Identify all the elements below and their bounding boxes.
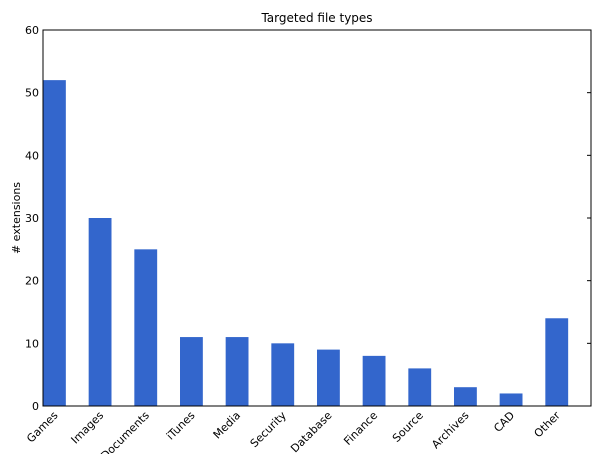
bar <box>88 218 112 406</box>
bar <box>499 393 523 406</box>
bar <box>43 80 66 406</box>
y-tick-label: 20 <box>25 275 39 288</box>
bar <box>545 318 569 406</box>
y-tick-label: 10 <box>25 337 39 350</box>
y-tick-label: 60 <box>25 24 39 37</box>
bar <box>408 368 432 406</box>
y-tick-label: 40 <box>25 149 39 162</box>
bar <box>454 387 477 406</box>
y-tick-label: 0 <box>32 400 39 413</box>
bar <box>180 337 203 406</box>
y-tick-label: 50 <box>25 87 39 100</box>
bar <box>271 343 295 406</box>
plot-frame <box>42 29 592 407</box>
bar <box>134 249 158 406</box>
bar <box>362 355 386 406</box>
bar <box>317 349 340 406</box>
chart-title: Targeted file types <box>260 11 372 25</box>
y-axis-label: # extensions <box>10 182 23 254</box>
bar <box>225 337 249 406</box>
y-tick-label: 30 <box>25 212 39 225</box>
